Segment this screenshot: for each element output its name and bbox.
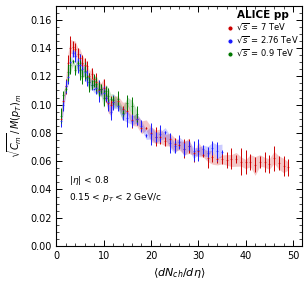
X-axis label: $\langle dN_{ch}/d\eta \rangle$: $\langle dN_{ch}/d\eta \rangle$ <box>153 267 205 281</box>
Legend: $\sqrt{s}$ = 7 TeV, $\sqrt{s}$ = 2.76 TeV, $\sqrt{s}$ = 0.9 TeV: $\sqrt{s}$ = 7 TeV, $\sqrt{s}$ = 2.76 Te… <box>226 8 300 61</box>
Y-axis label: $\sqrt{C_m}\,/\,M(p_T)_m$: $\sqrt{C_m}\,/\,M(p_T)_m$ <box>6 94 24 158</box>
Text: |$\eta$| < 0.8
0.15 < $p_T$ < 2 GeV/c: |$\eta$| < 0.8 0.15 < $p_T$ < 2 GeV/c <box>69 174 162 204</box>
